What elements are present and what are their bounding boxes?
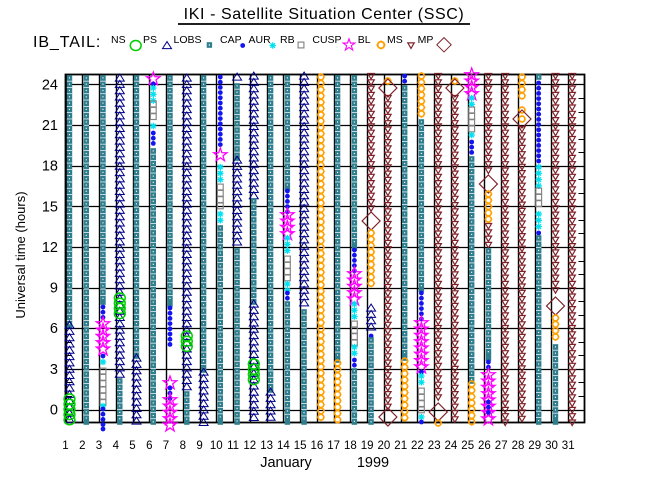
svg-text:15: 15 (42, 199, 58, 215)
svg-text:10: 10 (210, 440, 223, 452)
svg-text:PS: PS (143, 34, 157, 46)
svg-text:CUSP: CUSP (312, 34, 341, 46)
svg-text:6: 6 (50, 321, 58, 337)
svg-text:15: 15 (294, 440, 307, 452)
svg-text:30: 30 (545, 440, 558, 452)
svg-text:25: 25 (461, 440, 474, 452)
svg-text:9: 9 (50, 281, 58, 297)
svg-text:17: 17 (327, 440, 340, 452)
svg-text:26: 26 (478, 440, 491, 452)
svg-text:18: 18 (42, 159, 58, 175)
svg-text:16: 16 (311, 440, 324, 452)
svg-text:20: 20 (378, 440, 391, 452)
svg-text:11: 11 (227, 440, 239, 452)
svg-text:IKI - Satellite Situation Cent: IKI - Satellite Situation Center (SSC) (184, 6, 465, 23)
svg-text:1999: 1999 (357, 455, 389, 471)
svg-text:3: 3 (96, 440, 102, 452)
svg-text:24: 24 (42, 78, 58, 94)
svg-text:LOBS: LOBS (174, 34, 202, 46)
svg-text:2: 2 (79, 440, 85, 452)
svg-text:NS: NS (111, 34, 126, 46)
svg-text:18: 18 (344, 440, 357, 452)
svg-text:12: 12 (243, 440, 256, 452)
svg-text:0: 0 (50, 403, 58, 419)
svg-text:13: 13 (260, 440, 273, 452)
svg-text:7: 7 (163, 440, 169, 452)
svg-text:4: 4 (113, 440, 120, 452)
svg-text:31: 31 (562, 440, 575, 452)
svg-text:AUR: AUR (249, 34, 272, 46)
svg-text:22: 22 (411, 440, 424, 452)
svg-text:14: 14 (277, 440, 290, 452)
svg-text:5: 5 (129, 440, 135, 452)
svg-text:3: 3 (50, 362, 58, 378)
svg-text:MP: MP (418, 34, 434, 46)
svg-text:8: 8 (180, 440, 186, 452)
svg-text:January: January (260, 455, 312, 471)
svg-text:23: 23 (428, 440, 441, 452)
svg-text:28: 28 (512, 440, 525, 452)
svg-text:1: 1 (62, 440, 68, 452)
svg-text:24: 24 (445, 440, 458, 452)
svg-text:BL: BL (358, 34, 371, 46)
svg-text:Universal time (hours): Universal time (hours) (13, 191, 28, 318)
svg-text:IB_TAIL:: IB_TAIL: (33, 34, 101, 51)
svg-text:CAP: CAP (220, 34, 242, 46)
svg-text:19: 19 (361, 440, 374, 452)
svg-text:MS: MS (387, 34, 403, 46)
svg-text:6: 6 (146, 440, 152, 452)
svg-text:12: 12 (42, 240, 58, 256)
svg-text:9: 9 (196, 440, 202, 452)
svg-text:21: 21 (42, 118, 58, 134)
svg-text:21: 21 (394, 440, 407, 452)
svg-text:RB: RB (280, 34, 295, 46)
svg-text:29: 29 (528, 440, 541, 452)
svg-text:27: 27 (495, 440, 508, 452)
